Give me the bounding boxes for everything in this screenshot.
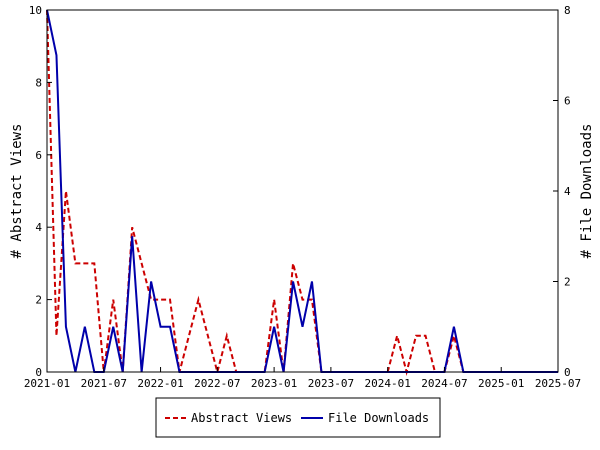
y-axis-left-label: # Abstract Views bbox=[9, 124, 25, 259]
y-right-tick-label: 6 bbox=[564, 95, 571, 108]
y-left-tick-label: 6 bbox=[35, 149, 42, 162]
y-axis-right-label: # File Downloads bbox=[579, 124, 595, 259]
y-left-tick-label: 2 bbox=[35, 294, 42, 307]
axis-layer: 2021-01 2021-07 2022-01 2022-07 2023-01 2023-… bbox=[24, 4, 581, 390]
y-right-tick-label: 2 bbox=[564, 276, 571, 289]
y-left-tick-label: 10 bbox=[29, 4, 42, 17]
x-tick-label: 2024-07 bbox=[421, 377, 467, 390]
legend-abstract-views-label: Abstract Views bbox=[191, 411, 292, 425]
y-left-tick-label: 8 bbox=[35, 76, 42, 89]
legend-box bbox=[155, 397, 441, 438]
legend-file-downloads-label: File Downloads bbox=[328, 411, 429, 425]
y-right-tick-label: 4 bbox=[564, 185, 571, 198]
x-tick-label: 2025-01 bbox=[478, 377, 524, 390]
x-tick-label: 2022-07 bbox=[194, 377, 240, 390]
x-tick-label: 2021-01 bbox=[24, 377, 70, 390]
x-tick-label: 2023-01 bbox=[251, 377, 297, 390]
x-tick-label: 2024-01 bbox=[364, 377, 410, 390]
x-tick-label: 2022-01 bbox=[137, 377, 183, 390]
y-right-tick-label: 0 bbox=[564, 366, 571, 379]
x-tick-label: 2025-07 bbox=[535, 377, 581, 390]
x-tick-label: 2023-07 bbox=[308, 377, 354, 390]
x-tick-label: 2021-07 bbox=[81, 377, 127, 390]
y-left-tick-label: 0 bbox=[35, 366, 42, 379]
y-left-tick-label: 4 bbox=[35, 221, 42, 234]
legend: Abstract Views File Downloads bbox=[155, 397, 441, 438]
y-right-tick-label: 8 bbox=[564, 4, 571, 17]
